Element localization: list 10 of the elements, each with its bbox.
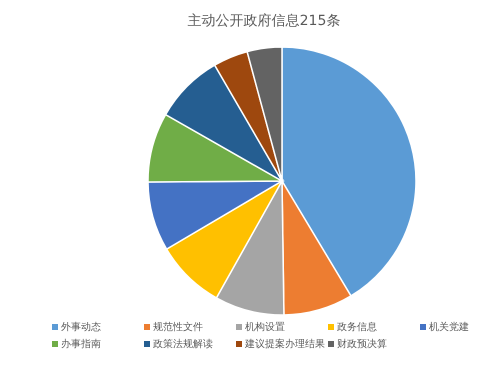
- legend-label: 政策法规解读: [153, 338, 213, 351]
- legend-label: 财政预决算: [337, 338, 387, 351]
- legend-label: 外事动态: [61, 320, 101, 334]
- chart-title: 主动公开政府信息215条: [186, 12, 342, 30]
- legend-label: 政务信息: [337, 320, 377, 334]
- legend-label: 建议提案办理结果: [245, 338, 325, 351]
- legend-label: 机构设置: [245, 320, 285, 334]
- legend-label: 规范性文件: [153, 320, 203, 334]
- legend-label: 办事指南: [61, 338, 101, 351]
- legend-label: 机关党建: [429, 320, 469, 334]
